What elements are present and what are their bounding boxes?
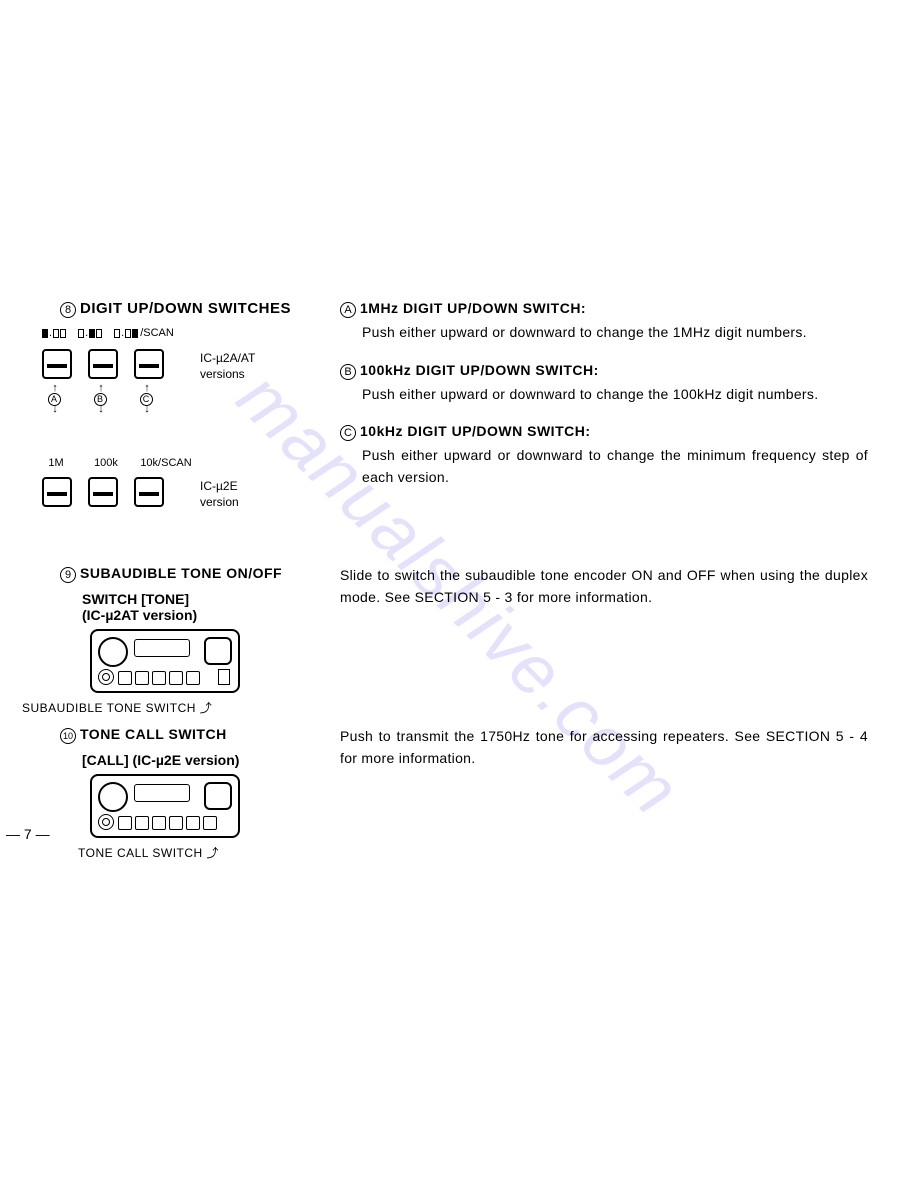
rocker-switch-icon xyxy=(42,349,72,379)
version-label-bottom: IC-µ2E version xyxy=(200,479,239,510)
heading-tone-call-line2: [CALL] (IC-µ2E version) xyxy=(60,752,340,768)
heading-subaudible-line2: SWITCH [TONE] xyxy=(60,591,340,607)
heading-subaudible-line3: (IC-µ2AT version) xyxy=(60,607,340,623)
body-1mhz: Push either upward or downward to change… xyxy=(340,322,868,344)
diagram-top-symbols: . . . /SCAN xyxy=(42,327,174,339)
diagram-digit-switches: . . . /SCAN IC-µ2A/AT versions ↑ xyxy=(40,327,320,557)
version-label-top: IC-µ2A/AT versions xyxy=(200,351,255,382)
right-switch-icon xyxy=(204,637,232,665)
speaker-icon xyxy=(98,814,114,830)
heading-subaudible: SUBAUDIBLE TONE ON/OFF xyxy=(80,565,282,581)
panel-button-icon xyxy=(169,816,183,830)
rocker-switch-icon xyxy=(88,477,118,507)
item-marker-10: 10 xyxy=(60,728,76,744)
subitem-marker-c: C xyxy=(340,425,356,441)
volume-knob-icon xyxy=(98,637,128,667)
col-label-10k: 10k/SCAN xyxy=(136,457,196,469)
manual-page: 8 DIGIT UP/DOWN SWITCHES . . . /SCAN xyxy=(0,300,918,861)
up-arrow-icon: ↑ xyxy=(98,385,104,393)
panel-button-icon xyxy=(152,816,166,830)
down-arrow-icon: ↓ xyxy=(52,406,58,414)
subitem-marker-b: B xyxy=(340,364,356,380)
col-label-1m: 1M xyxy=(36,457,76,469)
up-arrow-icon: ↑ xyxy=(144,385,150,393)
subitem-marker-a: A xyxy=(340,302,356,318)
body-subaudible: Slide to switch the subaudible tone enco… xyxy=(340,565,868,608)
down-arrow-icon: ↓ xyxy=(144,406,150,414)
lcd-display-icon xyxy=(134,784,190,802)
heading-digit-switches: DIGIT UP/DOWN SWITCHES xyxy=(80,300,291,317)
col-label-100k: 100k xyxy=(86,457,126,469)
speaker-icon xyxy=(98,669,114,685)
rocker-switch-icon xyxy=(42,477,72,507)
callout-subaudible-switch: SUBAUDIBLE TONE SWITCH xyxy=(22,701,196,715)
subheading-10khz: 10kHz DIGIT UP/DOWN SWITCH: xyxy=(360,423,591,439)
panel-button-icon xyxy=(135,816,149,830)
body-100khz: Push either upward or downward to change… xyxy=(340,384,868,406)
callout-pointer-icon: ⤴ xyxy=(207,846,220,860)
panel-button-icon xyxy=(203,816,217,830)
rocker-switch-icon xyxy=(88,349,118,379)
lcd-display-icon xyxy=(134,639,190,657)
down-arrow-icon: ↓ xyxy=(98,406,104,414)
up-arrow-icon: ↑ xyxy=(52,385,58,393)
body-10khz: Push either upward or downward to change… xyxy=(340,445,868,488)
panel-button-icon xyxy=(186,671,200,685)
panel-button-icon xyxy=(118,671,132,685)
panel-button-icon xyxy=(135,671,149,685)
panel-button-icon xyxy=(118,816,132,830)
panel-button-icon xyxy=(186,816,200,830)
page-number: — 7 — xyxy=(6,826,50,842)
item-marker-8: 8 xyxy=(60,302,76,318)
body-tone-call: Push to transmit the 1750Hz tone for acc… xyxy=(340,726,868,769)
radio-front-panel-icon xyxy=(90,774,240,838)
volume-knob-icon xyxy=(98,782,128,812)
callout-tone-call-switch: TONE CALL SWITCH xyxy=(78,846,203,860)
scan-label: /SCAN xyxy=(140,327,174,339)
subheading-1mhz: 1MHz DIGIT UP/DOWN SWITCH: xyxy=(360,300,586,316)
subheading-100khz: 100kHz DIGIT UP/DOWN SWITCH: xyxy=(360,362,599,378)
panel-button-icon xyxy=(169,671,183,685)
radio-front-panel-icon xyxy=(90,629,240,693)
panel-button-icon xyxy=(152,671,166,685)
rocker-switch-icon xyxy=(134,349,164,379)
callout-pointer-icon: ⤴ xyxy=(200,701,213,715)
tone-switch-icon xyxy=(218,669,230,685)
rocker-switch-icon xyxy=(134,477,164,507)
item-marker-9: 9 xyxy=(60,567,76,583)
right-switch-icon xyxy=(204,782,232,810)
heading-tone-call: TONE CALL SWITCH xyxy=(80,726,227,742)
